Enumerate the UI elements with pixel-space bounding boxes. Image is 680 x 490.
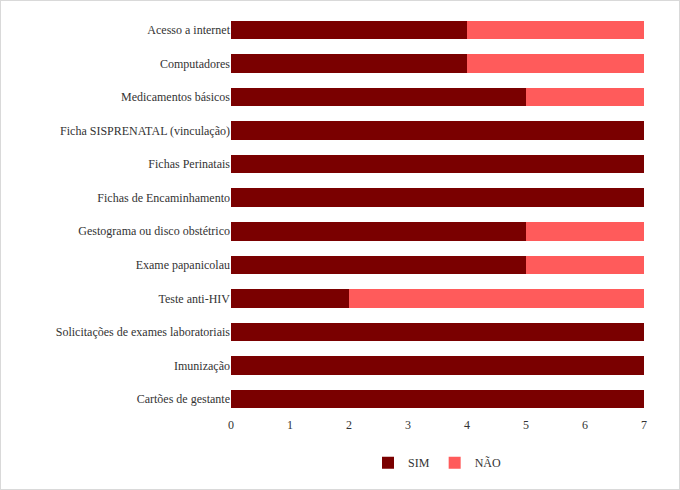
svg-text:6: 6 [582, 418, 588, 432]
svg-text:Cartões de gestante: Cartões de gestante [137, 392, 230, 406]
svg-text:Imunização: Imunização [174, 359, 230, 373]
svg-text:Solicitações de exames laborat: Solicitações de exames laboratoriais [56, 325, 231, 339]
svg-text:4: 4 [464, 418, 470, 432]
svg-text:Computadores: Computadores [160, 57, 230, 71]
svg-text:Exame papanicolau: Exame papanicolau [136, 258, 230, 272]
svg-text:Medicamentos básicos: Medicamentos básicos [121, 90, 230, 104]
svg-text:5: 5 [523, 418, 529, 432]
svg-text:SIM: SIM [408, 456, 430, 470]
svg-text:Fichas Perinatais: Fichas Perinatais [148, 157, 230, 171]
svg-text:Fichas de Encaminhamento: Fichas de Encaminhamento [97, 191, 230, 205]
svg-text:3: 3 [405, 418, 411, 432]
svg-text:Gestograma ou disco obstétrico: Gestograma ou disco obstétrico [78, 224, 230, 238]
svg-text:Teste anti-HIV: Teste anti-HIV [159, 292, 231, 306]
svg-text:0: 0 [228, 418, 234, 432]
svg-text:1: 1 [287, 418, 293, 432]
svg-text:NÃO: NÃO [475, 456, 501, 470]
svg-text:Acesso a internet: Acesso a internet [147, 23, 230, 37]
svg-text:7: 7 [641, 418, 647, 432]
svg-text:Ficha SISPRENATAL (vinculação): Ficha SISPRENATAL (vinculação) [60, 124, 230, 138]
svg-text:2: 2 [346, 418, 352, 432]
